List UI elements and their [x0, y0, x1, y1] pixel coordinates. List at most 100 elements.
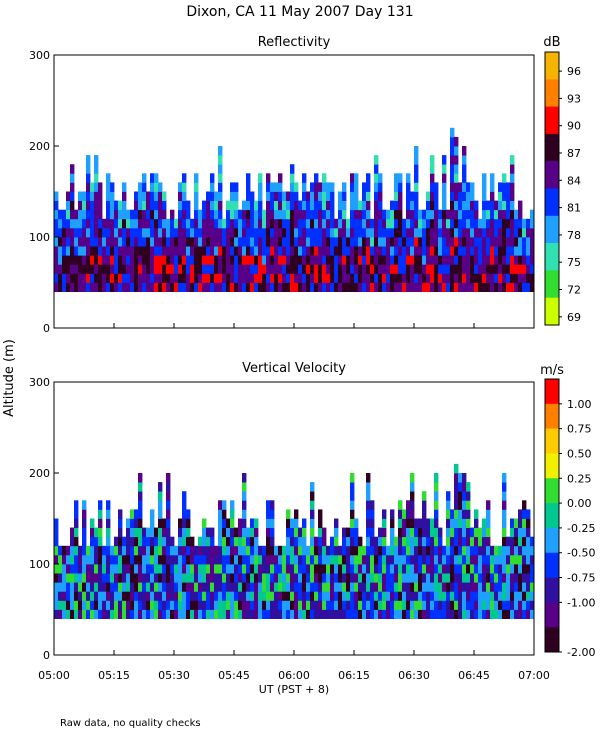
data-cell [238, 591, 243, 601]
data-cell [350, 500, 355, 510]
colorbar-swatch [545, 243, 559, 271]
data-cell [386, 554, 391, 565]
data-cell [278, 573, 283, 583]
data-cell [150, 200, 155, 211]
data-cell [514, 582, 519, 592]
data-cell [398, 218, 403, 229]
data-cell [350, 182, 355, 192]
data-cell [294, 209, 299, 220]
data-cell [298, 564, 303, 574]
data-cell [162, 591, 167, 601]
data-cell [390, 264, 395, 274]
data-cell [134, 273, 139, 283]
data-cell [410, 255, 415, 265]
data-cell [130, 573, 135, 583]
data-cell [322, 564, 327, 574]
data-cell [54, 536, 59, 547]
data-cell [94, 582, 99, 592]
data-cell [210, 246, 215, 256]
data-cell [490, 209, 495, 220]
data-cell [466, 200, 471, 211]
data-cell [358, 255, 363, 265]
data-cell [350, 600, 355, 610]
data-cell [338, 554, 343, 565]
colorbar-swatch [545, 215, 559, 244]
data-cell [326, 591, 331, 601]
data-cell [418, 246, 423, 256]
data-cell [118, 264, 123, 274]
data-cell [286, 573, 291, 583]
data-cell [446, 282, 451, 292]
colorbar-tick-label: -2.00 [567, 646, 595, 659]
data-cell [370, 564, 375, 574]
data-cell [178, 591, 183, 601]
data-cell [170, 554, 175, 565]
data-cell [314, 200, 319, 211]
data-cell [230, 536, 235, 547]
data-cell [370, 527, 375, 538]
data-cell [206, 273, 211, 283]
data-cell [362, 182, 367, 192]
data-cell [406, 264, 411, 274]
data-cell [70, 164, 75, 174]
data-cell [338, 282, 343, 292]
data-cell [186, 227, 191, 238]
data-cell [502, 518, 507, 528]
data-cell [370, 573, 375, 583]
data-cell [98, 564, 103, 574]
data-cell [146, 237, 151, 247]
data-cell [186, 255, 191, 265]
data-cell [226, 545, 231, 556]
data-cell [242, 255, 247, 265]
data-cell [450, 246, 455, 256]
data-cell [338, 218, 343, 229]
colorbar-swatch [545, 161, 559, 189]
data-cell [318, 573, 323, 583]
data-cell [246, 527, 251, 538]
data-cell [298, 554, 303, 565]
data-cell [458, 491, 463, 501]
data-cell [310, 609, 315, 619]
data-cell [350, 536, 355, 547]
data-cell [494, 273, 499, 283]
data-cell [506, 536, 511, 547]
data-cell [126, 600, 131, 610]
data-cell [346, 564, 351, 574]
data-cell [426, 527, 431, 538]
data-cell [302, 264, 307, 274]
data-cell [122, 273, 127, 283]
data-cell [430, 209, 435, 220]
data-cell [298, 218, 303, 229]
data-cell [402, 518, 407, 528]
data-cell [414, 273, 419, 283]
data-cell [458, 273, 463, 283]
data-cell [234, 545, 239, 556]
data-cell [142, 200, 147, 211]
data-cell [454, 463, 459, 474]
data-cell [294, 200, 299, 211]
data-cell [430, 582, 435, 592]
data-cell [182, 509, 187, 519]
data-cell [334, 237, 339, 247]
colorbar-tick-label: 0.00 [567, 497, 592, 510]
data-cell [330, 564, 335, 574]
data-cell [362, 246, 367, 256]
data-cell [294, 191, 299, 201]
data-cell [510, 173, 515, 183]
data-cell [370, 282, 375, 292]
data-cell [226, 536, 231, 547]
data-cell [138, 491, 143, 501]
data-cell [438, 273, 443, 283]
data-cell [450, 164, 455, 174]
data-cell [382, 273, 387, 283]
data-cell [218, 591, 223, 601]
data-cell [206, 282, 211, 292]
data-cell [446, 609, 451, 619]
data-cell [338, 237, 343, 247]
data-cell [274, 191, 279, 201]
data-cell [470, 573, 475, 583]
data-cell [414, 246, 419, 256]
data-cell [482, 246, 487, 256]
data-cell [286, 255, 291, 265]
data-cell [514, 218, 519, 229]
